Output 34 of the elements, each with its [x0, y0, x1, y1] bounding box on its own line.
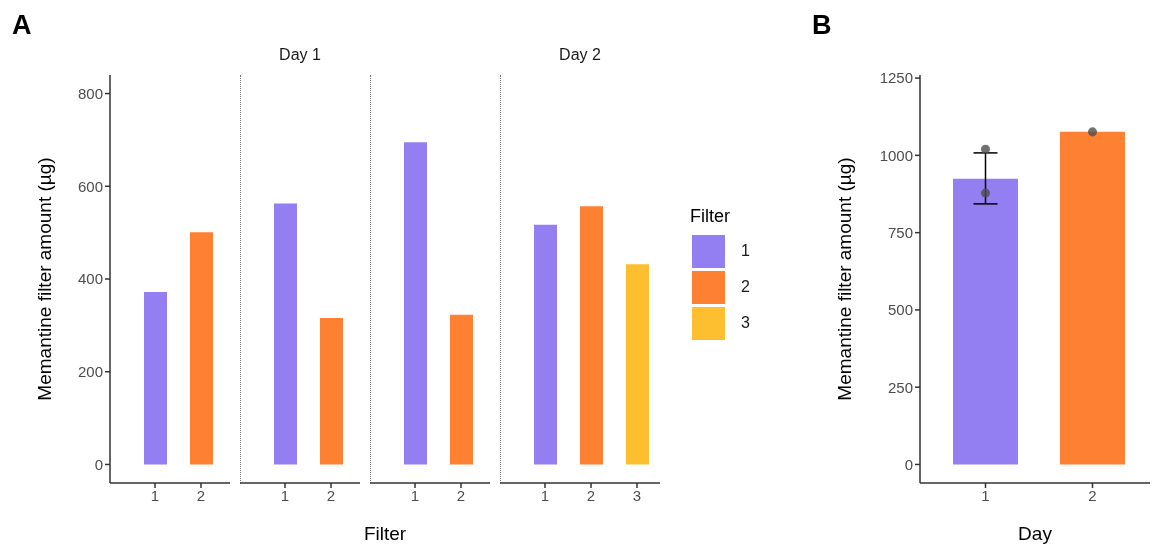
y-tick-label: 400: [77, 270, 103, 288]
y-tick-label: 1000: [879, 146, 913, 164]
y-tick-label: 800: [77, 84, 103, 102]
y-axis-title: Memantine filter amount (µg): [34, 156, 56, 403]
x-tick-label: 1: [150, 486, 160, 504]
text: A: [12, 10, 32, 41]
text: B: [812, 10, 832, 41]
legend-label: 2: [741, 278, 750, 296]
legend-label: 1: [741, 242, 750, 260]
x-tick-label: 1: [981, 486, 990, 504]
x-tick-label: 2: [456, 486, 466, 504]
y-tick-label: 250: [887, 378, 913, 396]
x-axis-title: Day: [1017, 523, 1053, 545]
y-tick-label: 750: [887, 223, 913, 241]
y-tick-label: 1250: [879, 69, 913, 87]
y-tick-label: 500: [887, 301, 913, 319]
x-tick-label: 2: [1088, 486, 1097, 504]
y-tick-label: 0: [94, 455, 103, 473]
chart-title: Day 1: [278, 46, 322, 64]
x-tick-label: 1: [410, 486, 420, 504]
x-tick-label: 3: [632, 486, 642, 504]
y-tick-label: 600: [77, 177, 103, 195]
x-tick-label: 1: [280, 486, 290, 504]
x-tick-label: 2: [586, 486, 596, 504]
x-tick-label: 2: [326, 486, 336, 504]
y-tick-label: 200: [77, 363, 103, 381]
y-tick-label: 0: [904, 455, 913, 473]
x-tick-label: 2: [196, 486, 206, 504]
y-axis-title: Memantine filter amount (µg): [834, 156, 856, 403]
x-axis-title: Filter: [362, 523, 408, 545]
legend-title: Filter: [690, 206, 731, 227]
chart-title: Day 2: [558, 46, 602, 64]
legend-label: 3: [741, 314, 750, 332]
x-tick-label: 1: [540, 486, 550, 504]
